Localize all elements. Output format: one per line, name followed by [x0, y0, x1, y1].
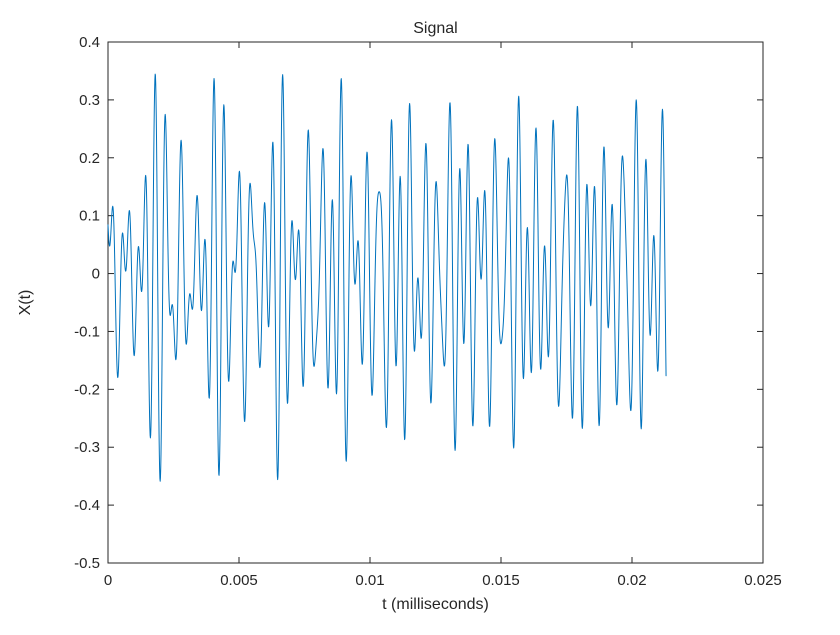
y-tick-label: 0.2	[79, 150, 100, 167]
y-tick-label: 0.1	[79, 208, 100, 225]
y-tick-label: -0.2	[74, 381, 100, 398]
plot-title: Signal	[413, 20, 457, 37]
y-axis-label: X(t)	[17, 290, 34, 316]
y-tick-label: -0.1	[74, 323, 100, 340]
y-tick-label: 0.4	[79, 34, 100, 51]
y-tick-label: 0.3	[79, 92, 100, 109]
x-tick-label: 0.025	[744, 572, 782, 589]
y-tick-label: -0.3	[74, 439, 100, 456]
x-tick-label: 0.02	[617, 572, 646, 589]
x-tick-label: 0.01	[355, 572, 384, 589]
y-tick-label: -0.4	[74, 497, 100, 514]
x-tick-label: 0	[104, 572, 112, 589]
y-tick-label: -0.5	[74, 555, 100, 572]
plot-box	[107, 41, 764, 564]
x-tick-label: 0.015	[482, 572, 520, 589]
x-axis-label: t (milliseconds)	[382, 596, 489, 613]
axis-ticks: 0 0.005 0.01 0.015 0.02 0.025 -0.5 -0.4 -0.3 -0.2…	[74, 34, 782, 589]
y-tick-label: 0	[92, 266, 100, 283]
signal-line	[107, 73, 667, 482]
x-tick-label: 0.005	[220, 572, 258, 589]
